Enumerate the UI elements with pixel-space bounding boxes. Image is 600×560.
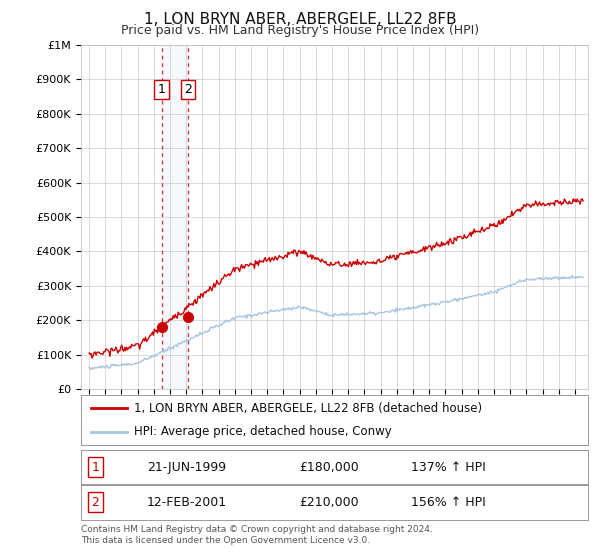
Text: 1, LON BRYN ABER, ABERGELE, LL22 8FB: 1, LON BRYN ABER, ABERGELE, LL22 8FB	[143, 12, 457, 27]
Text: Price paid vs. HM Land Registry's House Price Index (HPI): Price paid vs. HM Land Registry's House …	[121, 24, 479, 36]
Text: £210,000: £210,000	[299, 496, 359, 509]
Text: 12-FEB-2001: 12-FEB-2001	[147, 496, 227, 509]
Text: 1, LON BRYN ABER, ABERGELE, LL22 8FB (detached house): 1, LON BRYN ABER, ABERGELE, LL22 8FB (de…	[134, 402, 482, 415]
Text: 21-JUN-1999: 21-JUN-1999	[147, 460, 226, 474]
Text: 137% ↑ HPI: 137% ↑ HPI	[410, 460, 485, 474]
Text: 156% ↑ HPI: 156% ↑ HPI	[410, 496, 485, 509]
Text: 1: 1	[91, 460, 99, 474]
Text: Contains HM Land Registry data © Crown copyright and database right 2024.
This d: Contains HM Land Registry data © Crown c…	[81, 525, 433, 545]
Bar	[161, 45, 188, 389]
Text: HPI: Average price, detached house, Conwy: HPI: Average price, detached house, Conw…	[134, 425, 392, 438]
Text: 2: 2	[184, 83, 192, 96]
Text: £180,000: £180,000	[299, 460, 359, 474]
Text: 2: 2	[91, 496, 99, 509]
Text: 1: 1	[158, 83, 166, 96]
